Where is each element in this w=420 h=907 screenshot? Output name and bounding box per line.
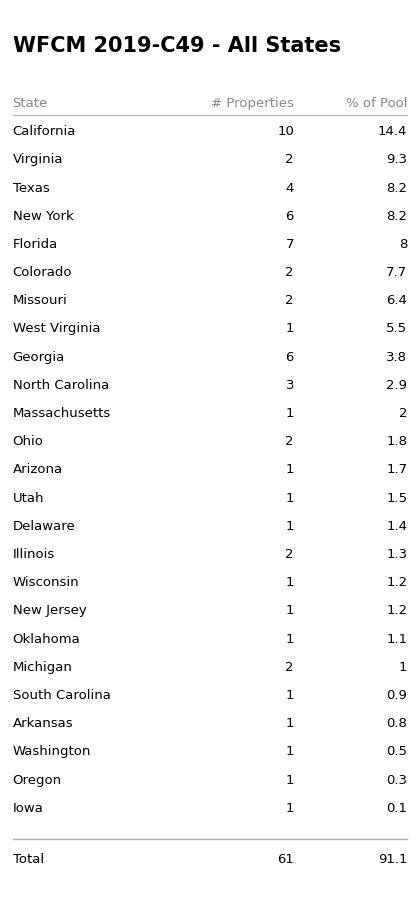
Text: 2: 2 <box>286 266 294 279</box>
Text: Texas: Texas <box>13 181 50 194</box>
Text: 3.8: 3.8 <box>386 351 407 364</box>
Text: 5.5: 5.5 <box>386 323 407 336</box>
Text: Total: Total <box>13 853 44 865</box>
Text: Washington: Washington <box>13 746 91 758</box>
Text: Utah: Utah <box>13 492 44 504</box>
Text: 0.3: 0.3 <box>386 774 407 786</box>
Text: 1: 1 <box>286 323 294 336</box>
Text: Oregon: Oregon <box>13 774 62 786</box>
Text: Oklahoma: Oklahoma <box>13 632 80 646</box>
Text: 1: 1 <box>286 746 294 758</box>
Text: Delaware: Delaware <box>13 520 75 532</box>
Text: 2: 2 <box>286 661 294 674</box>
Text: 2: 2 <box>286 153 294 166</box>
Text: 0.1: 0.1 <box>386 802 407 814</box>
Text: 61: 61 <box>277 853 294 865</box>
Text: 1: 1 <box>286 407 294 420</box>
Text: Michigan: Michigan <box>13 661 73 674</box>
Text: Colorado: Colorado <box>13 266 72 279</box>
Text: 1.3: 1.3 <box>386 548 407 561</box>
Text: 6.4: 6.4 <box>386 294 407 307</box>
Text: 4: 4 <box>286 181 294 194</box>
Text: 0.8: 0.8 <box>386 717 407 730</box>
Text: Missouri: Missouri <box>13 294 67 307</box>
Text: 8: 8 <box>399 238 407 251</box>
Text: Illinois: Illinois <box>13 548 55 561</box>
Text: 2: 2 <box>286 294 294 307</box>
Text: 1.7: 1.7 <box>386 463 407 476</box>
Text: New Jersey: New Jersey <box>13 604 87 618</box>
Text: Wisconsin: Wisconsin <box>13 576 79 590</box>
Text: West Virginia: West Virginia <box>13 323 100 336</box>
Text: New York: New York <box>13 210 74 223</box>
Text: 1.4: 1.4 <box>386 520 407 532</box>
Text: 1: 1 <box>286 632 294 646</box>
Text: Florida: Florida <box>13 238 58 251</box>
Text: 91.1: 91.1 <box>378 853 407 865</box>
Text: State: State <box>13 97 48 110</box>
Text: 1.2: 1.2 <box>386 576 407 590</box>
Text: 1.5: 1.5 <box>386 492 407 504</box>
Text: 1: 1 <box>286 774 294 786</box>
Text: 8.2: 8.2 <box>386 181 407 194</box>
Text: 9.3: 9.3 <box>386 153 407 166</box>
Text: 0.9: 0.9 <box>386 689 407 702</box>
Text: 1: 1 <box>286 492 294 504</box>
Text: WFCM 2019-C49 - All States: WFCM 2019-C49 - All States <box>13 36 341 56</box>
Text: North Carolina: North Carolina <box>13 379 109 392</box>
Text: 1.1: 1.1 <box>386 632 407 646</box>
Text: South Carolina: South Carolina <box>13 689 110 702</box>
Text: 2: 2 <box>286 435 294 448</box>
Text: 2: 2 <box>399 407 407 420</box>
Text: 1: 1 <box>286 463 294 476</box>
Text: 1.8: 1.8 <box>386 435 407 448</box>
Text: 10: 10 <box>277 125 294 138</box>
Text: 2.9: 2.9 <box>386 379 407 392</box>
Text: Arizona: Arizona <box>13 463 63 476</box>
Text: 1.2: 1.2 <box>386 604 407 618</box>
Text: California: California <box>13 125 76 138</box>
Text: # Properties: # Properties <box>211 97 294 110</box>
Text: 1: 1 <box>399 661 407 674</box>
Text: Iowa: Iowa <box>13 802 44 814</box>
Text: 1: 1 <box>286 717 294 730</box>
Text: 14.4: 14.4 <box>378 125 407 138</box>
Text: 0.5: 0.5 <box>386 746 407 758</box>
Text: 8.2: 8.2 <box>386 210 407 223</box>
Text: 1: 1 <box>286 520 294 532</box>
Text: 7.7: 7.7 <box>386 266 407 279</box>
Text: 1: 1 <box>286 576 294 590</box>
Text: 2: 2 <box>286 548 294 561</box>
Text: % of Pool: % of Pool <box>346 97 407 110</box>
Text: 3: 3 <box>286 379 294 392</box>
Text: Ohio: Ohio <box>13 435 44 448</box>
Text: 1: 1 <box>286 604 294 618</box>
Text: 1: 1 <box>286 689 294 702</box>
Text: Massachusetts: Massachusetts <box>13 407 111 420</box>
Text: 7: 7 <box>286 238 294 251</box>
Text: Georgia: Georgia <box>13 351 65 364</box>
Text: Arkansas: Arkansas <box>13 717 73 730</box>
Text: 1: 1 <box>286 802 294 814</box>
Text: 6: 6 <box>286 351 294 364</box>
Text: 6: 6 <box>286 210 294 223</box>
Text: Virginia: Virginia <box>13 153 63 166</box>
